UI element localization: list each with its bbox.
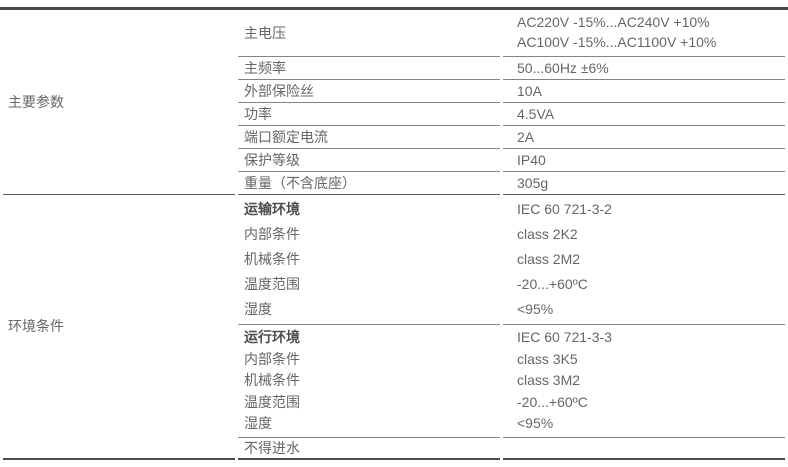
param-name: 功率 (238, 103, 500, 126)
param-value: 2A (503, 126, 785, 149)
param-value: <95% (517, 415, 554, 431)
param-name: 温度范围 (244, 393, 300, 410)
param-value: class 2M2 (517, 251, 581, 267)
param-name: 外部保险丝 (238, 80, 500, 103)
value-group-operating: IEC 60 721-3-3 class 3K5 class 3M2 -20..… (503, 325, 785, 438)
spec-table: 主要参数 主电压 AC220V -15%...AC240V +10% AC100… (0, 10, 788, 460)
param-name: 主电压 (238, 10, 500, 57)
section-label-main-params: 主要参数 (3, 10, 235, 195)
spec-row-weight: 重量（不含底座） 305g (3, 172, 785, 195)
param-value: AC220V -15%...AC240V +10% AC100V -15%...… (503, 10, 785, 57)
param-name: 机械条件 (244, 372, 300, 388)
spec-row-main-voltage: 主要参数 主电压 AC220V -15%...AC240V +10% AC100… (3, 10, 785, 195)
group-title: 运行环境 (244, 329, 300, 345)
param-group-transport: 运输环境 内部条件 机械条件 温度范围 湿度 (238, 195, 500, 325)
param-value: -20...+60ºC (517, 393, 588, 410)
spec-row-external-fuse: 外部保险丝 10A (3, 80, 785, 103)
param-name: 湿度 (244, 415, 272, 431)
param-value: <95% (517, 301, 554, 317)
param-name: 不得进水 (238, 438, 500, 460)
param-name: 内部条件 (244, 350, 300, 367)
param-name: 端口额定电流 (238, 126, 500, 149)
param-name: 湿度 (244, 301, 272, 317)
param-value: class 3K5 (517, 350, 578, 367)
spec-row-no-water-ingress: 不得进水 (3, 438, 785, 460)
param-value: class 3M2 (517, 372, 581, 388)
param-value: class 2K2 (517, 226, 578, 242)
value-line-2: AC100V -15%...AC1100V +10% (517, 34, 717, 50)
group-title-value: IEC 60 721-3-2 (517, 201, 612, 217)
value-group-transport: IEC 60 721-3-2 class 2K2 class 2M2 -20..… (503, 195, 785, 325)
param-value: 4.5VA (503, 103, 785, 126)
param-value: -20...+60ºC (517, 276, 588, 292)
param-name: 机械条件 (244, 251, 300, 267)
param-name: 内部条件 (244, 226, 300, 242)
spec-row-main-frequency: 主频率 50...60Hz ±6% (3, 57, 785, 80)
spec-row-protection-class: 保护等级 IP40 (3, 149, 785, 172)
param-value: IP40 (503, 149, 785, 172)
param-value-empty (503, 438, 785, 460)
param-group-operating: 运行环境 内部条件 机械条件 温度范围 湿度 (238, 325, 500, 438)
group-title: 运输环境 (244, 201, 300, 217)
spec-row-power: 功率 4.5VA (3, 103, 785, 126)
spec-row-operating-environment: 运行环境 内部条件 机械条件 温度范围 湿度 IEC 60 721-3-3 cl… (3, 325, 785, 438)
param-name: 温度范围 (244, 276, 300, 292)
group-title-value: IEC 60 721-3-3 (517, 329, 612, 345)
param-name: 重量（不含底座） (238, 172, 500, 195)
spec-table-frame: 主要参数 主电压 AC220V -15%...AC240V +10% AC100… (0, 7, 788, 460)
spec-row-port-rated-current: 端口额定电流 2A (3, 126, 785, 149)
section-label-environment: 环境条件 (3, 195, 235, 460)
param-value: 305g (503, 172, 785, 195)
param-name: 保护等级 (238, 149, 500, 172)
value-line-1: AC220V -15%...AC240V +10% (517, 14, 710, 30)
param-name: 主频率 (238, 57, 500, 80)
param-value: 50...60Hz ±6% (503, 57, 785, 80)
spec-row-transport-environment: 环境条件 运输环境 内部条件 机械条件 温度范围 湿度 IEC 60 721-3… (3, 195, 785, 460)
param-value: 10A (503, 80, 785, 103)
